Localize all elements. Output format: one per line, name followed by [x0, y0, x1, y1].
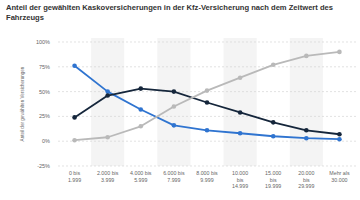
- data-point: [304, 128, 309, 133]
- data-point: [205, 128, 210, 133]
- x-tick-label: 6.000 bis7.999: [163, 170, 185, 183]
- data-point: [172, 123, 177, 128]
- data-point: [138, 124, 143, 129]
- data-point: [337, 50, 342, 55]
- y-tick-label: 25%: [39, 113, 50, 119]
- column-band: [224, 38, 257, 166]
- data-point: [172, 104, 177, 109]
- data-point: [238, 75, 243, 80]
- grid-line: [58, 42, 356, 43]
- y-tick-label: 75%: [39, 64, 50, 70]
- x-tick-label: 4.000 bis5.999: [130, 170, 152, 183]
- data-point: [337, 132, 342, 137]
- data-point: [304, 136, 309, 141]
- data-point: [271, 134, 276, 139]
- data-point: [105, 135, 110, 140]
- title: Anteil der gewählten Kaskoversicherungen…: [6, 3, 333, 22]
- data-point: [172, 89, 177, 94]
- data-point: [337, 137, 342, 142]
- data-point: [205, 100, 210, 105]
- plot-area: [72, 50, 341, 143]
- data-point: [72, 64, 77, 69]
- x-tick-label: 0 bis1.999: [68, 170, 81, 183]
- data-point: [304, 54, 309, 59]
- column-band: [91, 38, 124, 166]
- data-point: [238, 131, 243, 136]
- x-tick-label: 10.000bis14.999: [232, 170, 248, 189]
- grid-line: [58, 166, 356, 167]
- data-point: [138, 107, 143, 112]
- x-tick-label: 8.000 bis9.999: [196, 170, 218, 183]
- data-point: [271, 120, 276, 125]
- series-line: [75, 66, 340, 139]
- grid-line: [58, 66, 356, 67]
- y-tick-label: 0%: [42, 138, 50, 144]
- chart: Anteil der gewählten Kaskoversicherungen…: [0, 0, 360, 200]
- data-point: [138, 86, 143, 91]
- data-point: [271, 63, 276, 68]
- data-point: [238, 110, 243, 115]
- x-tick-label: Mehr als30.000: [329, 170, 350, 183]
- x-tick-label: 2.000 bis3.999: [97, 170, 119, 183]
- grid-line: [58, 141, 356, 142]
- y-tick-label: -25%: [37, 163, 50, 169]
- data-point: [72, 115, 77, 120]
- column-band: [157, 38, 190, 166]
- series-line: [75, 89, 340, 135]
- y-tick-label: 50%: [39, 89, 50, 95]
- data-point: [205, 88, 210, 93]
- data-point: [72, 138, 77, 143]
- column-band: [290, 38, 323, 166]
- data-point: [105, 89, 110, 94]
- x-tick-label: 20.000bis29.999: [298, 170, 314, 189]
- data-point: [105, 93, 110, 98]
- y-axis-label: Anteil der gewählten Versicherungen: [20, 66, 25, 141]
- x-tick-label: 15.000bis19.999: [265, 170, 281, 189]
- grid-line: [58, 116, 356, 117]
- series-line: [75, 52, 340, 140]
- y-tick-label: 100%: [36, 39, 50, 45]
